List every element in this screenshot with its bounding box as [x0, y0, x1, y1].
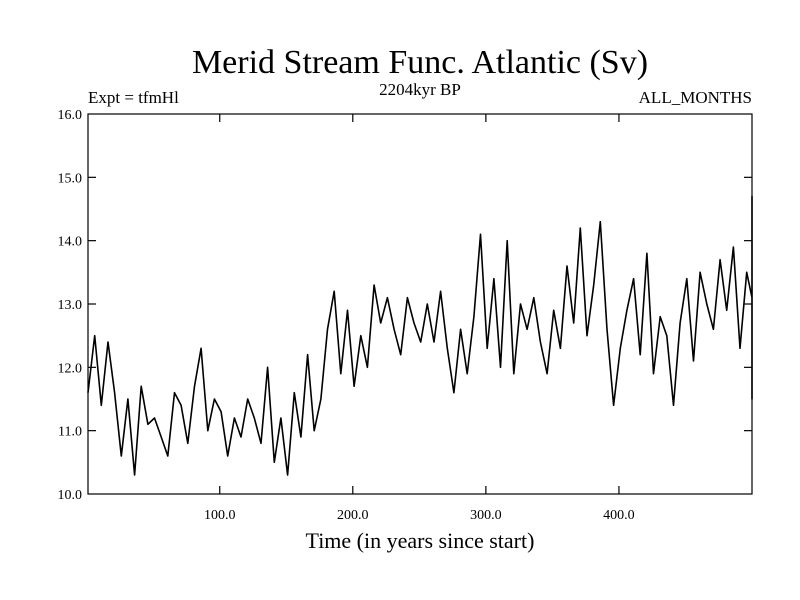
y-tick-label: 10.0	[58, 488, 83, 503]
chart-subtitle-center: 2204kyr BP	[379, 80, 461, 99]
chart-subtitle-right: ALL_MONTHS	[639, 88, 752, 107]
x-tick-label: 200.0	[337, 508, 369, 523]
series-line	[87, 195, 753, 476]
y-tick-label: 13.0	[58, 298, 83, 313]
y-axis-ticks: 10.0 11.0 12.0 13.0 14.0 15.0 16.0	[58, 108, 752, 503]
y-tick-label: 12.0	[58, 361, 83, 376]
y-tick-label: 11.0	[58, 425, 82, 440]
y-tick-label: 14.0	[58, 235, 83, 250]
chart-subtitle-left: Expt = tfmHl	[88, 88, 179, 107]
x-tick-label: 300.0	[470, 508, 502, 523]
series-layer	[87, 195, 753, 476]
plot-frame	[87, 113, 753, 495]
x-tick-label: 400.0	[603, 508, 635, 523]
x-axis-label: Time (in years since start)	[306, 528, 535, 553]
x-axis-ticks: 100.0 200.0 300.0 400.0	[204, 114, 635, 523]
y-tick-label: 16.0	[58, 108, 83, 123]
chart-title: Merid Stream Func. Atlantic (Sv)	[192, 44, 648, 81]
x-tick-label: 100.0	[204, 508, 236, 523]
y-tick-label: 15.0	[58, 171, 83, 186]
